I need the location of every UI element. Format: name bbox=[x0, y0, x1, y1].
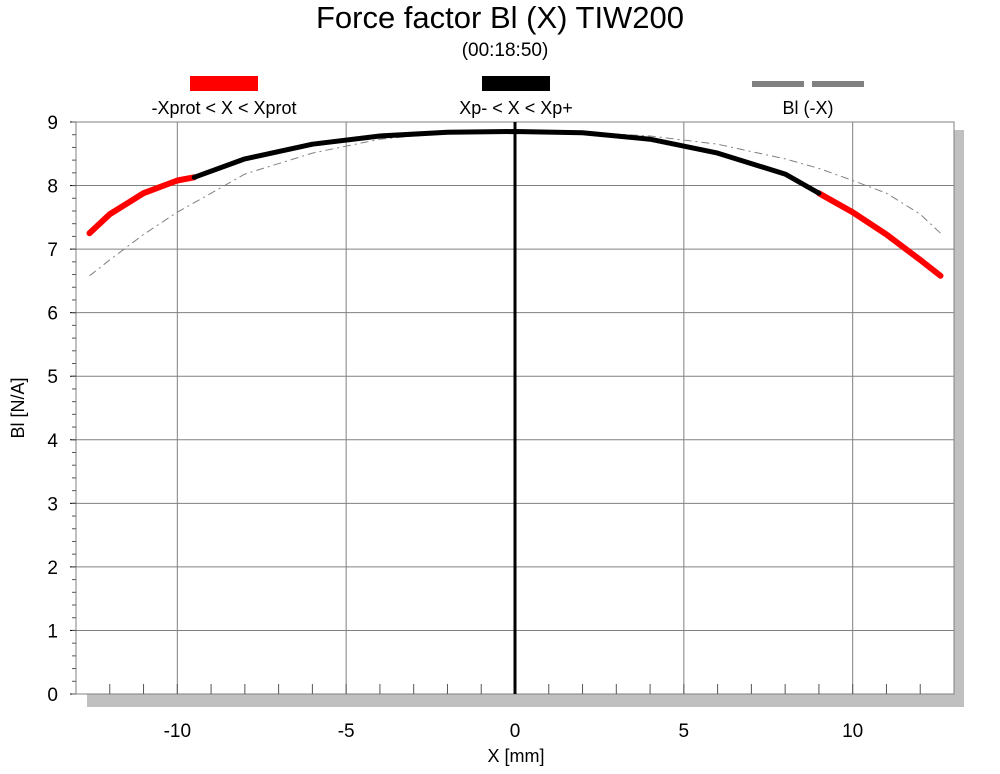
legend-label-mirror: Bl (-X) bbox=[783, 98, 834, 118]
y-tick-label: 1 bbox=[47, 621, 58, 642]
y-tick-label: 0 bbox=[47, 685, 58, 706]
legend-label-prot: -Xprot < X < Xprot bbox=[151, 98, 296, 118]
y-tick-label: 6 bbox=[47, 304, 58, 325]
y-tick-label: 8 bbox=[47, 177, 58, 198]
x-tick-label: 0 bbox=[510, 721, 521, 742]
y-tick-label: 4 bbox=[47, 431, 58, 452]
x-tick-label: -5 bbox=[338, 721, 355, 742]
x-tick-labels: -10 -5 0 5 10 bbox=[164, 721, 864, 742]
legend: -Xprot < X < Xprot Xp- < X < Xp+ Bl (-X) bbox=[151, 76, 864, 118]
series-layer bbox=[86, 122, 944, 694]
y-tick-label: 7 bbox=[47, 240, 58, 261]
y-tick-label: 3 bbox=[47, 494, 58, 515]
legend-label-xp: Xp- < X < Xp+ bbox=[459, 98, 573, 118]
x-tick-label: -10 bbox=[164, 721, 191, 742]
legend-swatch-prot bbox=[190, 76, 258, 91]
x-axis-label: X [mm] bbox=[488, 746, 545, 766]
chart-subtitle: (00:18:50) bbox=[462, 40, 549, 61]
x-tick-label: 5 bbox=[679, 721, 690, 742]
legend-swatch-xp bbox=[482, 76, 550, 91]
chart-title: Force factor Bl (X) TIW200 bbox=[316, 0, 684, 35]
y-tick-label: 2 bbox=[47, 558, 58, 579]
legend-swatch-mirror-a bbox=[752, 81, 804, 87]
y-axis-label: Bl [N/A] bbox=[8, 377, 28, 438]
y-tick-label: 9 bbox=[47, 113, 58, 134]
legend-swatch-mirror-b bbox=[812, 81, 864, 87]
x-tick-label: 10 bbox=[842, 721, 863, 742]
y-tick-label: 5 bbox=[47, 367, 58, 388]
series-line-prot-right bbox=[815, 190, 944, 279]
y-tick-labels: 0 1 2 3 4 5 6 7 8 9 bbox=[47, 113, 58, 706]
series-line-mirror bbox=[89, 130, 941, 277]
series-line-prot-left bbox=[86, 174, 198, 237]
minor-ticks bbox=[70, 121, 921, 695]
